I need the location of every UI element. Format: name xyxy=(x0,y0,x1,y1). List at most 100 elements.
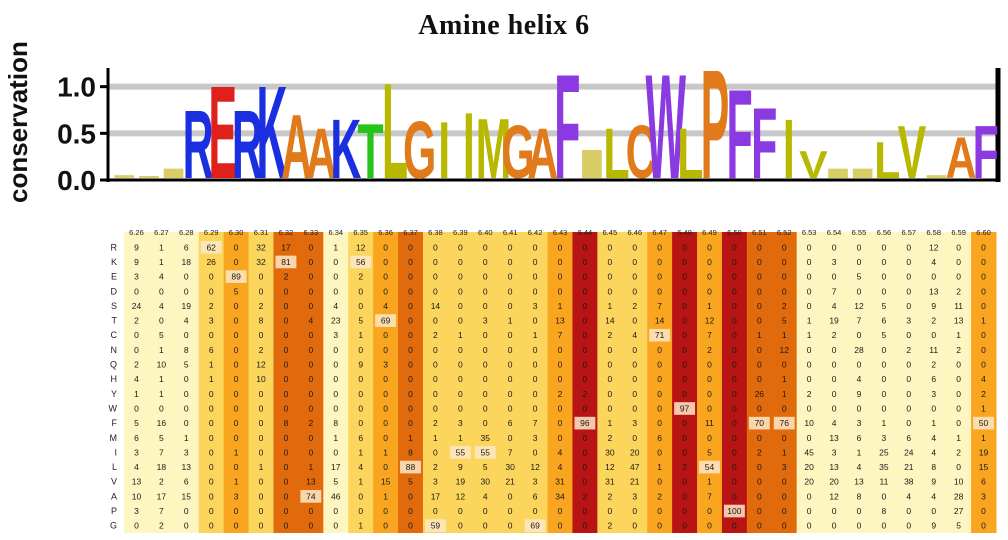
heatmap-cell: 5 xyxy=(159,433,164,443)
heatmap-cell: 0 xyxy=(782,272,787,282)
heatmap-cell: 12 xyxy=(356,242,366,252)
heatmap-cell: 0 xyxy=(383,521,388,531)
heatmap-column-bg xyxy=(622,232,648,533)
heatmap-cell: 0 xyxy=(682,389,687,399)
heatmap-column-bg xyxy=(672,232,698,533)
heatmap-cell: 4 xyxy=(832,418,837,428)
heatmap-cell: 1 xyxy=(782,389,787,399)
heatmap-cell: 0 xyxy=(234,345,239,355)
heatmap-cell: 0 xyxy=(707,360,712,370)
heatmap-column-label: 6.50 xyxy=(727,228,742,237)
heatmap-cell: 9 xyxy=(134,242,139,252)
heatmap-cell: 10 xyxy=(132,491,142,501)
heatmap-cell: 0 xyxy=(458,242,463,252)
heatmap-cell: 31 xyxy=(555,477,565,487)
heatmap-cell: 0 xyxy=(857,242,862,252)
heatmap-column-bg xyxy=(597,232,623,533)
heatmap-row-label: K xyxy=(111,257,117,267)
heatmap-cell: 14 xyxy=(431,301,441,311)
heatmap-cell: 100 xyxy=(727,506,741,516)
heatmap-cell: 0 xyxy=(184,418,189,428)
heatmap-cell: 0 xyxy=(508,272,513,282)
heatmap-cell: 12 xyxy=(456,491,466,501)
heatmap-cell: 0 xyxy=(209,389,214,399)
heatmap-cell: 0 xyxy=(209,491,214,501)
heatmap-cell: 2 xyxy=(682,462,687,472)
heatmap-cell: 0 xyxy=(234,403,239,413)
logo-letter: R xyxy=(183,90,214,199)
heatmap-cell: 0 xyxy=(134,403,139,413)
heatmap-cell: 0 xyxy=(607,360,612,370)
heatmap-cell: 0 xyxy=(956,403,961,413)
logo-letter: T xyxy=(357,109,383,196)
heatmap-cell: 0 xyxy=(632,360,637,370)
heatmap-cell: 0 xyxy=(732,360,737,370)
heatmap-cell: 5 xyxy=(134,418,139,428)
heatmap-cell: 0 xyxy=(383,374,388,384)
heatmap-cell: 0 xyxy=(583,286,588,296)
heatmap-cell: 0 xyxy=(632,272,637,282)
heatmap-cell: 4 xyxy=(483,491,488,501)
heatmap-column-label: 6.43 xyxy=(553,228,568,237)
heatmap-cell: 4 xyxy=(159,272,164,282)
heatmap-cell: 0 xyxy=(707,374,712,384)
heatmap-cell: 0 xyxy=(657,477,662,487)
logo-residual xyxy=(926,175,947,178)
heatmap-cell: 1 xyxy=(657,462,662,472)
heatmap-cell: 0 xyxy=(209,403,214,413)
heatmap-cell: 31 xyxy=(605,477,615,487)
heatmap-cell: 0 xyxy=(632,433,637,443)
logo-residual xyxy=(828,168,848,178)
heatmap-cell: 0 xyxy=(757,477,762,487)
heatmap-cell: 0 xyxy=(807,403,812,413)
heatmap-cell: 0 xyxy=(832,272,837,282)
heatmap-cell: 0 xyxy=(408,521,413,531)
heatmap-cell: 0 xyxy=(707,433,712,443)
heatmap-cell: 2 xyxy=(607,491,612,501)
heatmap-cell: 7 xyxy=(533,418,538,428)
heatmap-cell: 0 xyxy=(383,462,388,472)
heatmap-cell: 4 xyxy=(134,462,139,472)
heatmap-cell: 1 xyxy=(782,374,787,384)
heatmap-cell: 6 xyxy=(906,433,911,443)
heatmap-cell: 2 xyxy=(782,301,787,311)
heatmap-cell: 0 xyxy=(358,286,363,296)
heatmap-cell: 0 xyxy=(558,521,563,531)
heatmap-cell: 0 xyxy=(583,433,588,443)
heatmap-cell: 0 xyxy=(906,418,911,428)
heatmap-cell: 3 xyxy=(483,316,488,326)
heatmap-cell: 1 xyxy=(209,374,214,384)
heatmap-column-bg xyxy=(323,232,349,533)
heatmap-row-label: A xyxy=(111,491,117,501)
heatmap-cell: 0 xyxy=(956,257,961,267)
logo-residual xyxy=(582,150,602,178)
heatmap-cell: 4 xyxy=(333,301,338,311)
heatmap-cell: 0 xyxy=(458,360,463,370)
heatmap-column-label: 6.33 xyxy=(304,228,319,237)
heatmap-cell: 4 xyxy=(857,462,862,472)
heatmap-cell: 0 xyxy=(508,301,513,311)
heatmap-cell: 0 xyxy=(607,242,612,252)
heatmap-cell: 0 xyxy=(707,506,712,516)
heatmap-cell: 0 xyxy=(259,477,264,487)
heatmap-cell: 0 xyxy=(931,403,936,413)
heatmap-cell: 5 xyxy=(782,316,787,326)
heatmap-cell: 12 xyxy=(605,462,615,472)
heatmap-cell: 0 xyxy=(333,447,338,457)
heatmap-cell: 0 xyxy=(757,301,762,311)
heatmap-cell: 2 xyxy=(832,330,837,340)
heatmap-cell: 0 xyxy=(558,272,563,282)
heatmap-cell: 0 xyxy=(284,345,289,355)
heatmap-cell: 10 xyxy=(954,477,964,487)
heatmap-cell: 8 xyxy=(882,506,887,516)
heatmap-cell: 62 xyxy=(206,242,216,252)
heatmap-cell: 5 xyxy=(882,330,887,340)
heatmap-cell: 3 xyxy=(533,477,538,487)
heatmap-cell: 0 xyxy=(857,506,862,516)
logo-letter: A xyxy=(527,115,558,194)
heatmap-cell: 0 xyxy=(259,330,264,340)
heatmap-cell: 0 xyxy=(483,330,488,340)
heatmap-cell: 9 xyxy=(931,521,936,531)
heatmap-cell: 0 xyxy=(882,360,887,370)
heatmap-cell: 0 xyxy=(383,286,388,296)
